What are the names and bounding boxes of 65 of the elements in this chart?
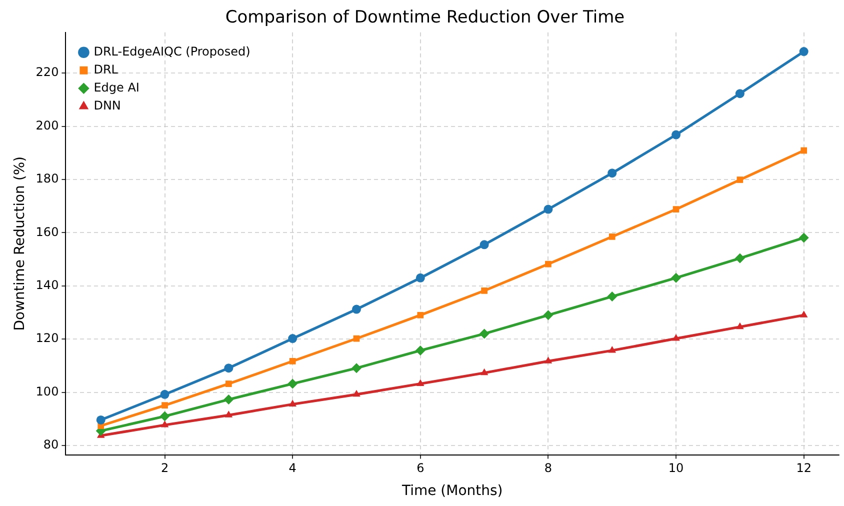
point [288, 400, 296, 407]
point [545, 260, 552, 268]
point [160, 411, 170, 422]
x-tick-label: 10 [668, 461, 684, 476]
point [672, 206, 680, 212]
point [543, 310, 554, 320]
point [96, 415, 106, 424]
point [608, 234, 616, 240]
point [734, 253, 745, 264]
x-tick-label: 4 [288, 461, 296, 476]
point [608, 168, 617, 178]
y-tick-label: 200 [36, 118, 59, 132]
point [671, 272, 682, 283]
point [225, 380, 232, 387]
legend-label: DRL-EdgeAIQC (Proposed) [94, 44, 250, 59]
y-tick-label: 140 [36, 278, 59, 292]
point [288, 334, 298, 344]
x-tick-label: 2 [160, 461, 169, 476]
point [417, 312, 424, 318]
x-tick-label: 6 [416, 461, 424, 476]
point [162, 402, 168, 409]
y-tick-label: 160 [36, 224, 59, 239]
x-axis-title: Time (Months) [400, 483, 503, 500]
point [160, 390, 170, 399]
point [798, 232, 809, 243]
point [799, 47, 808, 56]
x-tick-label: 8 [544, 461, 552, 476]
point [736, 322, 744, 330]
point [736, 176, 744, 183]
y-tick-label: 100 [36, 384, 59, 398]
point [672, 334, 680, 341]
point [481, 288, 488, 294]
point [735, 89, 744, 98]
y-tick-label: 120 [36, 331, 59, 346]
y-tick-label: 180 [36, 172, 59, 186]
point [289, 358, 296, 364]
point [479, 328, 490, 339]
point [415, 346, 426, 356]
point [224, 394, 234, 404]
point [544, 204, 553, 214]
point [224, 364, 234, 373]
point [416, 379, 424, 386]
point [352, 390, 360, 397]
point [480, 368, 488, 376]
chart-title: Comparison of Downtime Reduction Over Time [225, 8, 625, 28]
point [160, 420, 169, 428]
point [800, 310, 808, 318]
point [416, 273, 425, 282]
point [224, 410, 233, 418]
point [800, 147, 808, 154]
point [351, 363, 362, 374]
legend-label: DNN [94, 98, 121, 113]
y-tick-label: 80 [43, 438, 59, 452]
point [352, 304, 361, 314]
legend-label: Edge AI [94, 80, 140, 95]
point [544, 356, 552, 364]
x-tick-label: 12 [796, 461, 812, 476]
y-axis-title: Downtime Reduction (%) [12, 156, 28, 331]
y-tick-label: 220 [36, 65, 59, 80]
point [607, 292, 618, 302]
legend-label: DRL [94, 62, 118, 77]
point [672, 130, 681, 140]
point [480, 240, 489, 250]
point [288, 378, 298, 389]
point [608, 346, 616, 353]
